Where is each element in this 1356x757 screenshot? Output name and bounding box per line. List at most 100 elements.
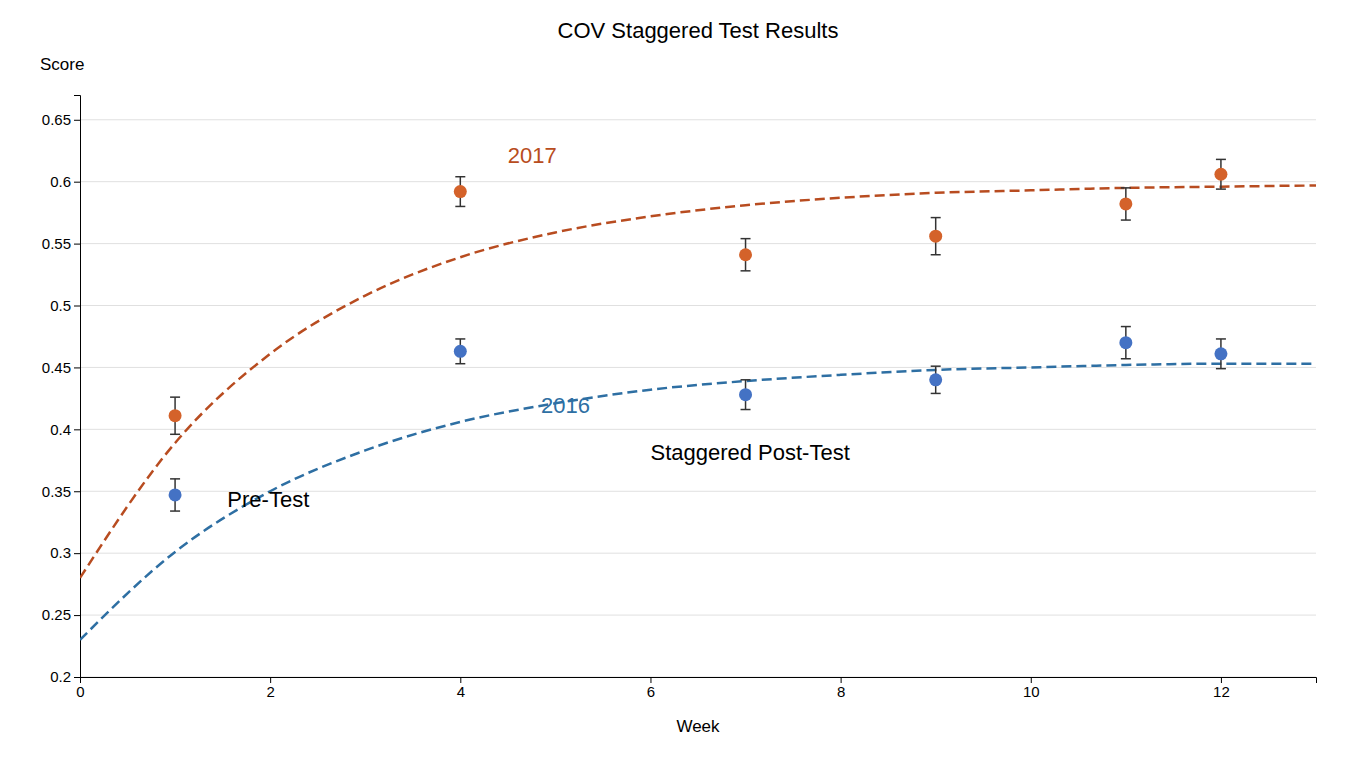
error-cap [455,363,465,365]
point [454,185,467,198]
y-tick: 0.6 [50,173,80,190]
y-tick-mark [74,677,80,678]
error-cap [741,409,751,411]
x-axis: 0 2 4 6 8 10 12 [76,677,1316,700]
y-tick-mark [74,306,80,307]
error-cap [455,176,465,178]
y-tick-label: 0.25 [42,606,71,623]
y-tick: 0.65 [42,111,80,128]
x-tick: 4 [457,677,465,700]
x-tick: 10 [1023,677,1040,700]
error-cap [1121,358,1131,360]
y-tick-label: 0.35 [42,483,71,500]
x-tick: 12 [1213,677,1230,700]
title: COV Staggered Test Results [558,18,839,43]
y-tick-mark [74,615,80,616]
fit-line [80,185,1316,578]
point [739,388,752,401]
y-tick-label: 0.2 [50,668,71,685]
error-cap [170,434,180,436]
y-axis-label: Score [40,55,84,74]
y-tick: 0.3 [50,544,80,561]
grid-line [80,305,1316,306]
y-tick: 0.25 [42,606,80,623]
x-tick-label: 12 [1213,683,1230,700]
error-cap [170,510,180,512]
y-tick: 0.2 [50,668,80,685]
y-tick-label: 0.5 [50,297,71,314]
y-tick-label: 0.4 [50,421,71,438]
y-tick-mark [74,553,80,554]
y-tick: 0.55 [42,235,80,252]
x-tick: 8 [837,677,845,700]
y-tick-label: 0.3 [50,544,71,561]
y-tick-mark [74,491,80,492]
y-axis-line [74,96,81,678]
y-tick: 0.5 [50,297,80,314]
x-tick-label: 2 [266,683,274,700]
point [739,248,752,261]
x-tick-label: 6 [647,683,655,700]
x-tick: 2 [266,677,274,700]
x-tick: 0 [76,677,84,700]
grid [80,120,1316,677]
y-tick-label: 0.45 [42,359,71,376]
y-tick-mark [74,182,80,183]
y-tick-label: 0.65 [42,111,71,128]
annotation: 2017 [508,143,557,168]
x-tick-label: 8 [837,683,845,700]
y-axis: 0.2 0.25 0.3 0.35 0.4 0.45 0.5 0.55 0.6 0.65 [42,96,81,686]
point [169,409,182,422]
error-cap [931,393,941,395]
error-cap [931,254,941,256]
grid-line [80,367,1316,368]
error-cap [1121,219,1131,221]
point [169,488,182,501]
y-tick-mark [74,120,80,121]
y-tick: 0.35 [42,483,80,500]
annotation: Pre-Test [227,487,309,512]
error-cap [1216,188,1226,190]
error-cap [170,478,180,480]
point [1119,336,1132,349]
error-cap [170,396,180,398]
y-tick-label: 0.55 [42,235,71,252]
x-tick-label: 10 [1023,683,1040,700]
point [1214,347,1227,360]
y-tick-mark [74,244,80,245]
x-tick-label: 0 [76,683,84,700]
plot-area [80,159,1316,639]
error-cap [1121,187,1131,189]
error-cap [455,206,465,208]
fit-line [80,364,1316,640]
error-cap [931,365,941,367]
point-series [169,327,1228,512]
point-series [169,159,1228,434]
y-tick-mark [74,367,80,368]
grid-line [80,615,1316,616]
grid-line [80,119,1316,120]
y-tick-mark [74,429,80,430]
point [929,230,942,243]
error-cap [455,338,465,340]
point [1119,197,1132,210]
grid-line [80,553,1316,554]
error-cap [741,238,751,240]
grid-line [80,243,1316,244]
error-cap [931,217,941,219]
x-tick-label: 4 [457,683,465,700]
y-tick: 0.4 [50,421,80,438]
error-cap [1216,338,1226,340]
error-cap [741,379,751,381]
point [929,373,942,386]
x-axis-label: Week [676,717,720,736]
y-tick: 0.45 [42,359,80,376]
point [454,345,467,358]
error-cap [741,270,751,272]
grid-line [80,429,1316,430]
annotation: Staggered Post-Test [650,440,849,465]
chart: 0 2 4 6 8 10 12 0.2 0.25 0.3 0.35 0.4 0.45 0.5 0.55 0.6… [0,0,1356,757]
error-cap [1216,368,1226,370]
error-cap [1121,326,1131,328]
y-tick-label: 0.6 [50,173,71,190]
